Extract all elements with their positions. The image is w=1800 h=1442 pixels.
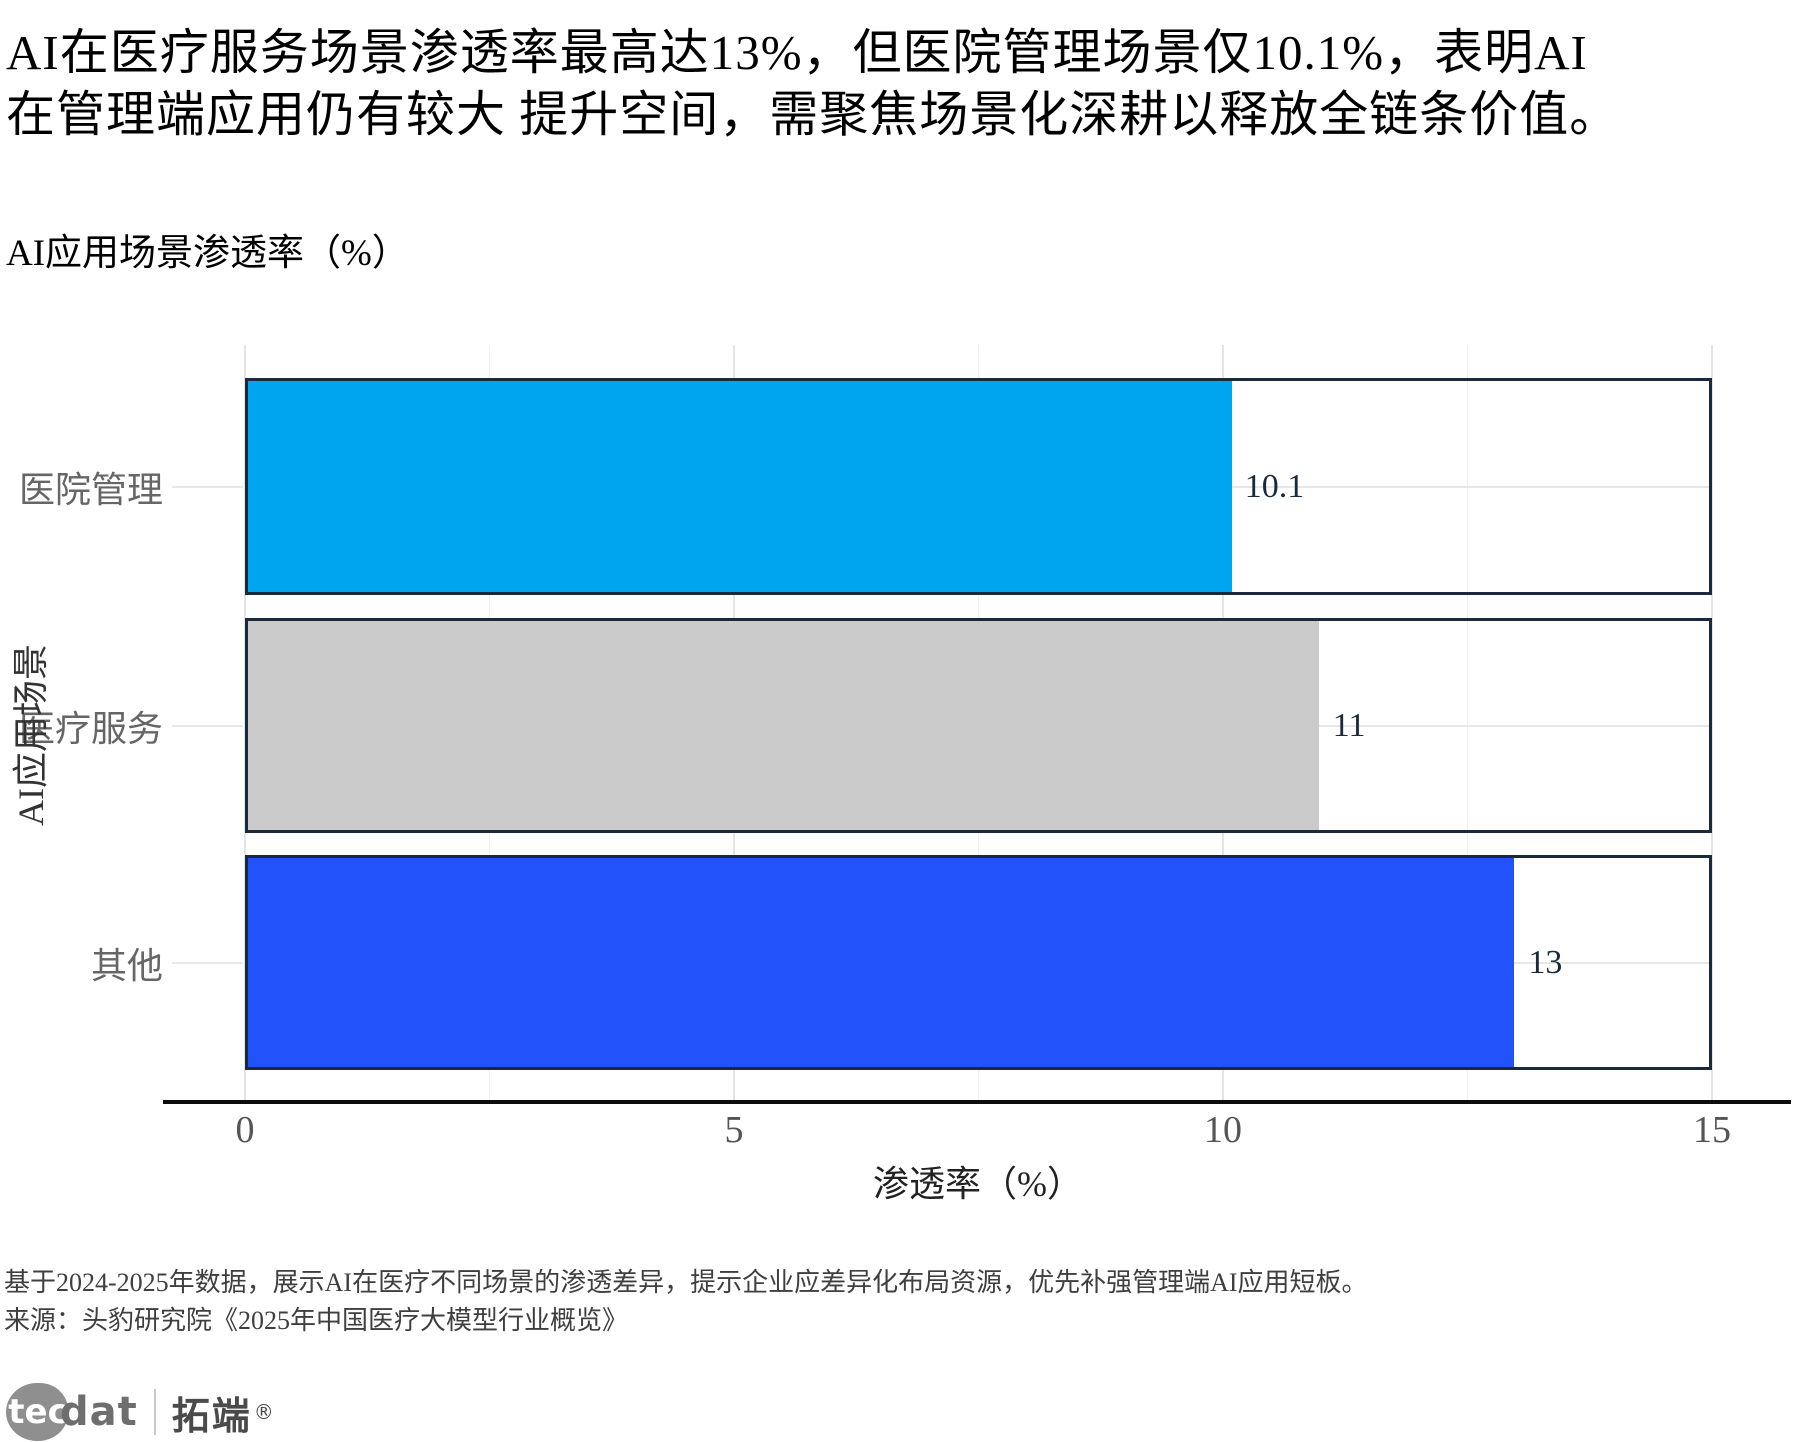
logo-text-dat: dat bbox=[60, 1389, 138, 1435]
value-label-1: 10.1 bbox=[1244, 467, 1305, 505]
chart-subtitle: AI应用场景渗透率（%） bbox=[6, 233, 409, 274]
logo-blob-icon: tec bbox=[6, 1383, 68, 1441]
major-gridline bbox=[1711, 345, 1713, 1103]
minor-gridline bbox=[1467, 345, 1468, 1103]
category-tick bbox=[172, 485, 243, 488]
x-axis-title: 渗透率（%） bbox=[873, 1164, 1083, 1204]
headline-line-2: 在管理端应用仍有较大 提升空间，需聚焦场景化深耕以释放全链条价值。 bbox=[6, 87, 1620, 142]
footer-source: 来源：头豹研究院《2025年中国医疗大模型行业概览》 bbox=[4, 1306, 629, 1335]
tecdat-logo: tec dat 拓端 ® bbox=[6, 1382, 274, 1442]
x-tick-label-5: 5 bbox=[724, 1109, 744, 1151]
category-label-1: 医院管理 bbox=[18, 469, 163, 510]
headline-line-1: AI在医疗服务场景渗透率最高达13%，但医院管理场景仅10.1%，表明AI bbox=[6, 25, 1588, 80]
category-tick bbox=[172, 724, 243, 727]
value-label-2: 11 bbox=[1332, 706, 1366, 744]
bar-row-2 bbox=[245, 618, 1712, 833]
category-tick bbox=[172, 961, 243, 964]
x-tick-label-15: 15 bbox=[1693, 1109, 1731, 1151]
footer-note: 基于2024-2025年数据，展示AI在医疗不同场景的渗透差异，提示企业应差异化… bbox=[4, 1268, 1368, 1297]
bar-fill-2 bbox=[248, 621, 1320, 830]
logo-divider bbox=[153, 1389, 156, 1435]
logo-text-tec: tec bbox=[8, 1392, 68, 1432]
bar-row-3 bbox=[245, 855, 1712, 1070]
bar-fill-1 bbox=[248, 381, 1232, 592]
bar-row-1 bbox=[245, 378, 1712, 595]
category-label-3: 其他 bbox=[90, 945, 163, 986]
category-label-2: 医疗服务 bbox=[18, 708, 163, 749]
x-tick-label-0: 0 bbox=[235, 1109, 255, 1151]
registered-mark: ® bbox=[253, 1400, 274, 1424]
chart-headline: AI在医疗服务场景渗透率最高达13%，但医院管理场景仅10.1%，表明AI 在管… bbox=[6, 22, 1619, 146]
value-label-3: 13 bbox=[1528, 943, 1563, 981]
y-axis-title: AI应用场景 bbox=[11, 644, 51, 826]
logo-text-cn: 拓端 bbox=[171, 1393, 252, 1438]
x-tick-label-10: 10 bbox=[1204, 1109, 1242, 1151]
plot-area: 10.1 11 13 bbox=[244, 345, 1713, 1103]
bar-fill-3 bbox=[248, 858, 1515, 1067]
x-axis-line bbox=[163, 1100, 1791, 1104]
